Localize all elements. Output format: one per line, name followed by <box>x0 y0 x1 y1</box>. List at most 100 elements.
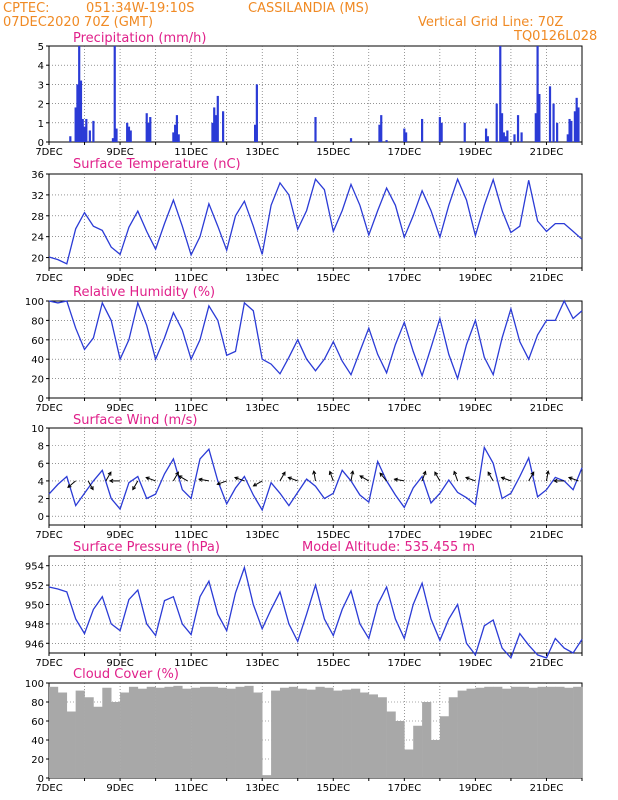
pres-x-tick-label: 7DEC <box>35 658 62 669</box>
precip-bar <box>405 132 408 142</box>
header-run: 07DEC2020 70Z (GMT) <box>3 15 154 30</box>
wind-y-tick-label: 10 <box>31 424 44 435</box>
wind-arrow-head <box>553 478 558 484</box>
wind-arrow <box>105 471 112 482</box>
cloud-bar <box>493 686 503 778</box>
cloud-y-tick-label: 20 <box>31 755 44 766</box>
precip-y-tick-label: 4 <box>38 61 44 72</box>
wind-arrow <box>487 471 494 482</box>
temp-x-tick-label: 17DEC <box>387 273 421 284</box>
cloud-bar <box>235 686 245 778</box>
cloud-bar <box>120 692 130 778</box>
pres-x-tick-label: 9DEC <box>106 658 133 669</box>
cloud-title: Cloud Cover (%) <box>73 667 179 682</box>
cloud-bar <box>182 688 192 778</box>
cloud-bar <box>395 721 405 778</box>
rh-series-line <box>48 299 583 381</box>
precip-x-tick-label: 15DEC <box>316 147 350 158</box>
rh-x-tick-label: 9DEC <box>106 403 133 414</box>
precip-bar <box>213 107 216 142</box>
temp-x-tick-label: 15DEC <box>316 273 350 284</box>
precip-x-tick-label: 7DEC <box>35 147 62 158</box>
wind-arrow-head <box>67 483 72 488</box>
pres-y-tick-label: 950 <box>25 601 44 612</box>
precip-bar <box>536 46 539 142</box>
header-coords: 051:34W-19:10S <box>86 1 195 16</box>
precip-bar <box>575 97 578 142</box>
pres-x-tick-label: 15DEC <box>316 658 350 669</box>
pres-x-tick-label: 11DEC <box>174 658 208 669</box>
pres-y-tick-label: 954 <box>25 562 44 573</box>
cloud-bar <box>430 740 441 778</box>
cloud-y-tick-label: 100 <box>25 679 44 690</box>
cloud-bar <box>564 687 574 778</box>
precip-bar <box>127 126 131 142</box>
precip-x-tick-label: 21DEC <box>530 147 564 158</box>
precip-bar <box>552 103 555 142</box>
wind-arrow-head <box>216 481 221 486</box>
precip-bar <box>115 128 118 142</box>
precip-bar <box>85 118 88 142</box>
cloud-y-tick-label: 60 <box>31 717 44 728</box>
cloud-bar <box>66 711 76 778</box>
wind-arrow-head <box>350 470 355 475</box>
precip-y-tick-label: 2 <box>38 100 44 111</box>
precip-bar <box>380 115 383 142</box>
wind-arrow-head <box>422 470 427 476</box>
wind-arrow <box>217 480 227 485</box>
wind-y-tick-label: 4 <box>38 477 44 488</box>
rh-y-tick-label: 60 <box>31 336 44 347</box>
cloud-bar <box>146 686 156 778</box>
precip-bar <box>214 115 218 142</box>
cloud-bar <box>484 686 494 778</box>
cloud-bar <box>324 687 334 778</box>
cloud-x-tick-label: 21DEC <box>530 783 564 794</box>
precip-bar <box>568 118 571 142</box>
cloud-bar <box>502 688 512 778</box>
precip-bar <box>534 113 537 142</box>
wind-arrow-head <box>393 477 398 482</box>
precip-bar <box>111 138 115 142</box>
wind-arrow <box>279 471 286 482</box>
precip-bar <box>88 130 91 142</box>
precip-title: Precipitation (mm/h) <box>73 31 206 46</box>
precip-bar <box>126 122 129 142</box>
precip-bar <box>499 46 502 142</box>
precip-bar <box>421 118 424 142</box>
wind-arrow-head <box>175 471 179 476</box>
cloud-bar <box>191 687 201 778</box>
wind-title: Surface Wind (m/s) <box>73 413 197 428</box>
precip-bar <box>520 132 523 142</box>
cloud-bar <box>475 687 485 778</box>
temp-x-tick-label: 21DEC <box>530 273 564 284</box>
rh-y-tick-label: 80 <box>31 316 44 327</box>
temp-x-tick-label: 13DEC <box>245 273 279 284</box>
wind-arrow-head <box>453 470 458 476</box>
precip-bar <box>538 94 541 142</box>
wind-arrow <box>465 477 476 482</box>
pres-title: Surface Pressure (hPa) <box>73 540 220 555</box>
temp-x-tick-label: 11DEC <box>174 273 208 284</box>
cloud-bar <box>377 697 387 778</box>
wind-arrow-head <box>145 476 150 481</box>
precip-y-tick-label: 0 <box>38 138 44 149</box>
wind-arrow <box>568 477 579 482</box>
cloud-bar <box>422 702 432 778</box>
wind-arrow <box>234 477 245 482</box>
temp-x-tick-label: 19DEC <box>459 273 493 284</box>
precip-y-tick-label: 3 <box>38 80 44 91</box>
cloud-bar <box>315 686 325 778</box>
wind-arrow <box>545 470 549 481</box>
cloud-bar <box>173 685 183 778</box>
cloud-bar <box>84 697 94 778</box>
header-station: CASSILANDIA (MS) <box>248 1 369 16</box>
precip-bar <box>506 130 509 142</box>
cloud-bar <box>49 686 59 778</box>
precip-bar <box>92 120 95 142</box>
wind-arrow-head <box>281 471 286 476</box>
cloud-x-tick-label: 17DEC <box>387 783 421 794</box>
cloud-bar <box>466 688 476 778</box>
precip-bar <box>378 124 381 142</box>
wind-arrow-head <box>487 471 492 476</box>
